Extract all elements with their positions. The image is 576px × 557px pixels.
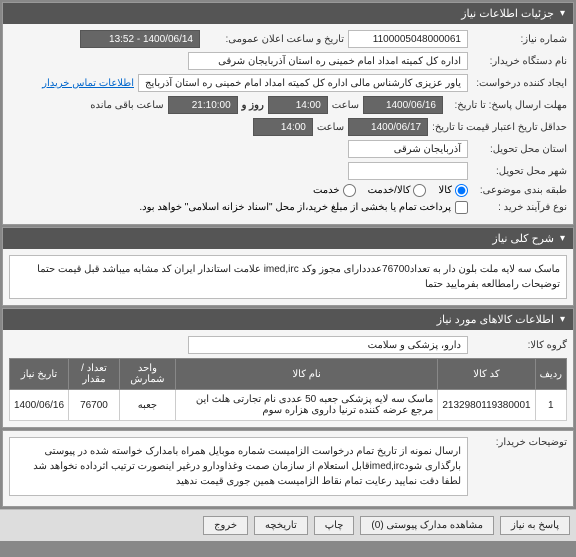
category-radio-group: کالا کالا/خدمت خدمت — [313, 184, 468, 197]
col-row: ردیف — [535, 359, 566, 390]
table-row: 1 2132980119380001 ماسک سه لایه پزشکی جع… — [10, 390, 567, 421]
remaining-time: 21:10:00 — [168, 96, 238, 114]
goods-info-panel: ▾ اطلاعات کالاهای مورد نیاز گروه کالا: د… — [2, 308, 574, 428]
footer-bar: پاسخ به نیاز مشاهده مدارک پیوستی (0) چاپ… — [0, 509, 576, 541]
time-label-2: ساعت — [317, 122, 344, 133]
price-valid-time: 14:00 — [253, 118, 313, 136]
goods-group-label: گروه کالا: — [472, 340, 567, 351]
goods-table: ردیف کد کالا نام کالا واحد شمارش تعداد /… — [9, 358, 567, 421]
table-header-row: ردیف کد کالا نام کالا واحد شمارش تعداد /… — [10, 359, 567, 390]
radio-goods[interactable]: کالا — [438, 184, 468, 197]
radio-goods-services-input[interactable] — [413, 184, 426, 197]
cell-name: ماسک سه لایه پزشکی جعبه 50 عددی نام تجار… — [175, 390, 437, 421]
col-date: تاریخ نیاز — [10, 359, 69, 390]
goods-group-value: دارو، پزشکی و سلامت — [188, 336, 468, 354]
panel-header: ▾ جزئیات اطلاعات نیاز — [3, 3, 573, 24]
day-label: روز و — [242, 100, 264, 111]
purchase-checkbox[interactable] — [455, 201, 468, 214]
radio-goods-input[interactable] — [455, 184, 468, 197]
price-valid-label: حداقل تاریخ اعتبار قیمت تا تاریخ: — [432, 122, 567, 133]
announce-label: تاریخ و ساعت اعلان عمومی: — [204, 34, 344, 45]
time-label-1: ساعت — [332, 100, 359, 111]
cell-date: 1400/06/16 — [10, 390, 69, 421]
need-number-label: شماره نیاز: — [472, 34, 567, 45]
panel-header: ▾ شرح کلی نیاز — [3, 228, 573, 249]
collapse-icon[interactable]: ▾ — [560, 8, 565, 19]
requester-value: یاور عزیزی کارشناس مالی اداره کل کمیته ا… — [138, 74, 468, 92]
price-valid-date: 1400/06/17 — [348, 118, 428, 136]
buyer-org-value: اداره کل کمیته امداد امام خمینی ره استان… — [188, 52, 468, 70]
buyer-notes-label: توضیحات خریدار: — [472, 437, 567, 448]
delivery-state-label: استان محل تحویل: — [472, 144, 567, 155]
need-description-text: ماسک سه لایه ملت بلون دار به تعداد76700ع… — [9, 255, 567, 299]
cell-code: 2132980119380001 — [438, 390, 535, 421]
need-number-value: 1100005048000061 — [348, 30, 468, 48]
buyer-notes-panel: توضیحات خریدار: ارسال نمونه از تاریخ تما… — [2, 430, 574, 507]
panel-title: جزئیات اطلاعات نیاز — [461, 7, 554, 20]
col-qty: تعداد / مقدار — [69, 359, 120, 390]
cell-row: 1 — [535, 390, 566, 421]
print-button[interactable]: چاپ — [314, 516, 355, 535]
purchase-type-label: نوع فرآیند خرید : — [472, 202, 567, 213]
category-label: طبقه بندی موضوعی: — [472, 185, 567, 196]
exit-button[interactable]: خروج — [203, 516, 248, 535]
purchase-note: پرداخت تمام یا بخشی از مبلغ خرید،از محل … — [139, 202, 451, 213]
remaining-label: ساعت باقی مانده — [90, 100, 163, 111]
radio-service-input[interactable] — [343, 184, 356, 197]
response-time: 14:00 — [268, 96, 328, 114]
requester-label: ایجاد کننده درخواست: — [472, 78, 567, 89]
panel-title: شرح کلی نیاز — [492, 232, 554, 245]
col-unit: واحد شمارش — [119, 359, 175, 390]
col-code: کد کالا — [438, 359, 535, 390]
collapse-icon[interactable]: ▾ — [560, 314, 565, 325]
reply-button[interactable]: پاسخ به نیاز — [500, 516, 570, 535]
delivery-state-value: آذربایجان شرقی — [348, 140, 468, 158]
col-name: نام کالا — [175, 359, 437, 390]
attachments-button[interactable]: مشاهده مدارک پیوستی (0) — [360, 516, 494, 535]
buyer-org-label: نام دستگاه خریدار: — [472, 56, 567, 67]
cell-unit: جعبه — [119, 390, 175, 421]
response-date: 1400/06/16 — [363, 96, 443, 114]
need-description-panel: ▾ شرح کلی نیاز ماسک سه لایه ملت بلون دار… — [2, 227, 574, 306]
delivery-city-value — [348, 162, 468, 180]
delivery-city-label: شهر محل تحویل: — [472, 166, 567, 177]
panel-title: اطلاعات کالاهای مورد نیاز — [437, 313, 554, 326]
panel-header: ▾ اطلاعات کالاهای مورد نیاز — [3, 309, 573, 330]
announce-value: 1400/06/14 - 13:52 — [80, 30, 200, 48]
radio-service[interactable]: خدمت — [313, 184, 356, 197]
purchase-checkbox-row: پرداخت تمام یا بخشی از مبلغ خرید،از محل … — [139, 201, 468, 214]
contact-link[interactable]: اطلاعات تماس خریدار — [42, 78, 134, 89]
need-details-panel: ▾ جزئیات اطلاعات نیاز شماره نیاز: 110000… — [2, 2, 574, 225]
response-deadline-label: مهلت ارسال پاسخ: تا تاریخ: — [447, 100, 567, 111]
buyer-notes-text: ارسال نمونه از تاریخ تمام درخواست الزامی… — [9, 437, 468, 496]
radio-goods-services[interactable]: کالا/خدمت — [368, 184, 427, 197]
cell-qty: 76700 — [69, 390, 120, 421]
history-button[interactable]: تاریخچه — [254, 516, 308, 535]
collapse-icon[interactable]: ▾ — [560, 233, 565, 244]
